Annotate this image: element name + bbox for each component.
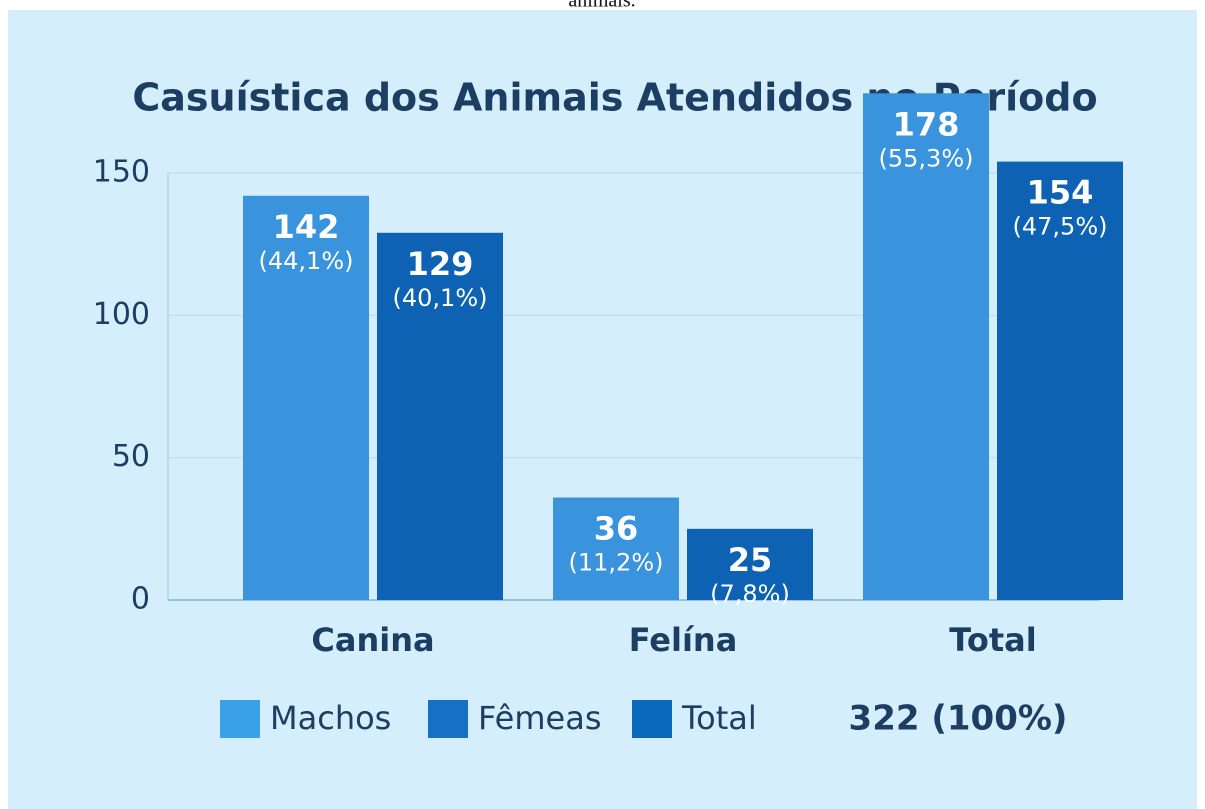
legend-swatch xyxy=(220,700,260,738)
value-label: 129 xyxy=(407,245,474,283)
percent-label: (11,2%) xyxy=(569,549,664,577)
legend-swatch xyxy=(632,700,672,738)
x-tick-label: Canina xyxy=(311,621,434,659)
total-label: 322 (100%) xyxy=(849,699,1068,739)
bar xyxy=(687,528,813,600)
y-tick-label: 150 xyxy=(93,155,150,190)
bar xyxy=(243,195,369,601)
bar xyxy=(997,161,1123,600)
bar xyxy=(553,497,679,600)
legend-label: Machos xyxy=(270,699,391,737)
percent-label: (55,3%) xyxy=(879,144,974,172)
value-label: 36 xyxy=(594,510,639,548)
value-label: 142 xyxy=(273,208,340,246)
legend-label: Fêmeas xyxy=(478,699,601,737)
legend-swatch xyxy=(428,700,468,738)
percent-label: (44,1%) xyxy=(259,247,354,275)
legend-label: Total xyxy=(681,699,757,737)
bar xyxy=(377,232,503,600)
x-tick-label: Total xyxy=(949,621,1036,659)
y-tick-label: 100 xyxy=(93,297,150,332)
percent-label: (40,1%) xyxy=(393,284,488,312)
y-tick-label: 0 xyxy=(131,582,150,617)
y-tick-label: 50 xyxy=(112,439,150,474)
bar xyxy=(863,93,989,600)
value-label: 25 xyxy=(728,541,773,579)
percent-label: (47,5%) xyxy=(1013,213,1108,241)
x-tick-label: Felína xyxy=(629,621,738,659)
value-label: 154 xyxy=(1027,174,1094,212)
value-label: 178 xyxy=(893,105,960,143)
caption: animais. xyxy=(568,0,635,12)
percent-label: (7,8%) xyxy=(710,580,790,608)
